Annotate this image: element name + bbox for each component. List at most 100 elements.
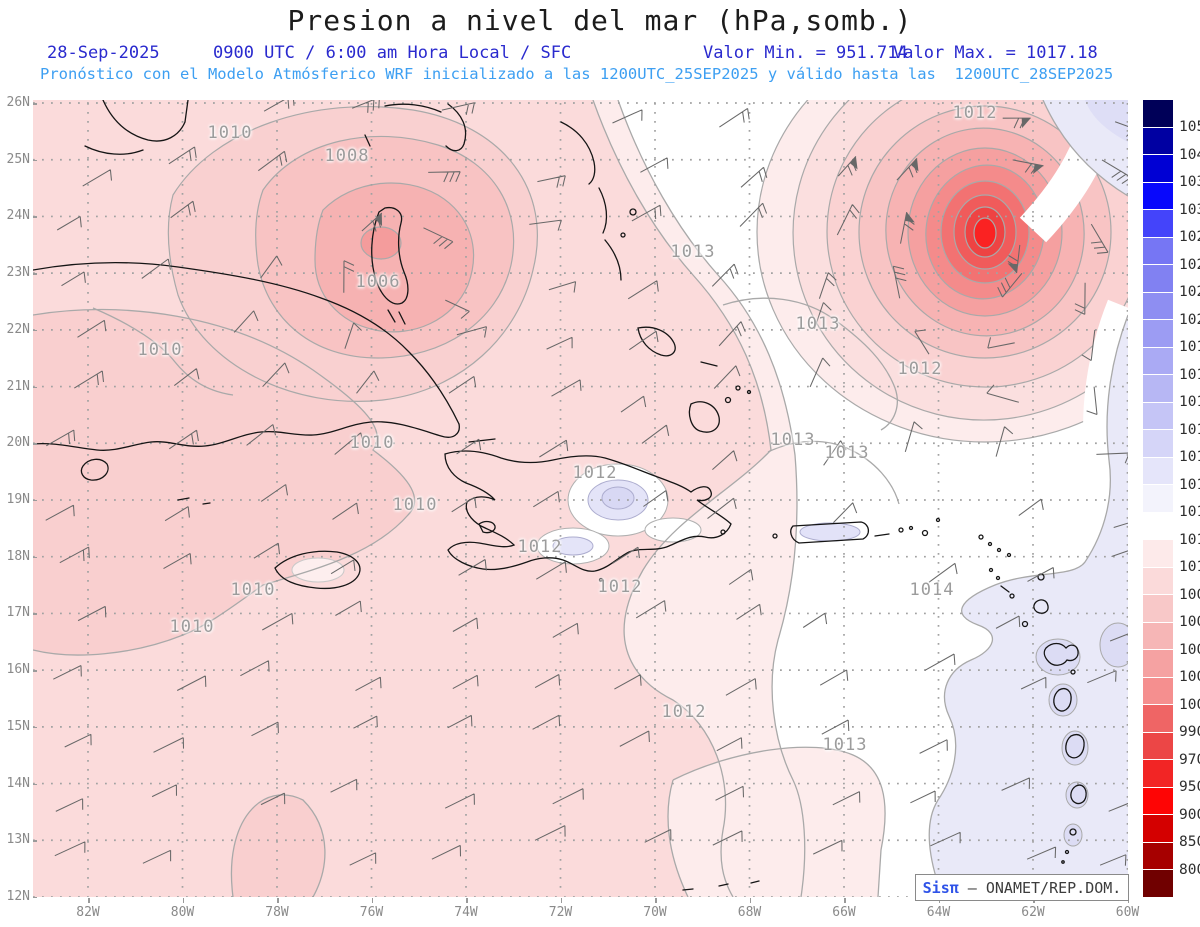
coast-bimini: [364, 134, 371, 147]
value-min-label: Valor Min. = 951.714: [703, 43, 908, 63]
coast-vieques: [874, 533, 890, 537]
colorbar-tick-label: 1014: [1179, 476, 1200, 493]
colorbar-tick-label: 850: [1179, 834, 1200, 851]
colorbar-block: [1143, 814, 1173, 842]
hurricane-eye: [973, 217, 997, 249]
isobar-label: 1014: [909, 580, 955, 600]
coast-eleuthera: [560, 121, 596, 185]
isobar-label: 1013: [670, 242, 716, 262]
coast-puerto-rico: [790, 521, 870, 544]
colorbar-tick-label: 1012: [1179, 531, 1200, 548]
lat-tick-label: 19N: [0, 492, 37, 508]
coast-andros: [371, 206, 409, 305]
fill-pink-tongue: [231, 794, 325, 897]
colorbar-tick-label: 1040: [1179, 146, 1200, 163]
hurricane-rings: [756, 100, 1128, 443]
colorbar-block: [1143, 621, 1173, 650]
valid-time: 0900 UTC / 6:00 am Hora Local / SFC: [213, 43, 572, 63]
colorbar-block: [1143, 374, 1173, 402]
colorbar-block: [1143, 264, 1173, 292]
isobar-label: 1013: [795, 314, 841, 334]
isobar-lines: [33, 100, 1128, 897]
colorbar-tick-label: 1006: [1179, 614, 1200, 631]
attribution-text: – ONAMET/REP.DOM.: [958, 878, 1122, 897]
colorbar-tick-label: 1015: [1179, 449, 1200, 466]
isobar-label: 1006: [355, 272, 401, 292]
isobar-label: 1010: [230, 580, 276, 600]
lat-tick-label: 18N: [0, 549, 37, 565]
isobar-label: 1012: [952, 103, 998, 123]
value-max-label: Valor Max. = 1017.18: [893, 43, 1098, 63]
lon-tick-label: 76W: [350, 898, 394, 920]
colorbar-tick-label: 1008: [1179, 586, 1200, 603]
colorbar-tick-label: 1017: [1179, 394, 1200, 411]
colorbar-tick-label: 1022: [1179, 284, 1200, 301]
colorbar-tick-label: 1016: [1179, 421, 1200, 438]
colorbar-block: [1143, 649, 1173, 677]
coast-great-inagua: [688, 401, 720, 433]
colorbar-block: [1143, 539, 1173, 567]
colorbar-block: [1143, 676, 1173, 705]
colorbar-tick-label: 990: [1179, 724, 1200, 741]
colorbar-block: [1143, 594, 1173, 622]
lon-tick-label: 60W: [1106, 898, 1150, 920]
colorbar-block: [1143, 429, 1173, 457]
isobar-label: 1013: [770, 430, 816, 450]
colorbar-tick-label: 1028: [1179, 229, 1200, 246]
isobar-label: 1010: [207, 123, 253, 143]
lat-tick-label: 21N: [0, 379, 37, 395]
colorbar-block: [1143, 456, 1173, 485]
colorbar-tick-label: 1010: [1179, 559, 1200, 576]
colorbar-block: [1143, 181, 1173, 210]
coast-gonave: [478, 520, 496, 534]
colorbar-tick-label: 1025: [1179, 256, 1200, 273]
colorbar-tick-label: 1050: [1179, 119, 1200, 136]
coast-abc-islands: [682, 880, 760, 891]
isobar-label: 1010: [137, 340, 183, 360]
lon-tick-label: 64W: [917, 898, 961, 920]
lon-tick-label: 80W: [161, 898, 205, 920]
coast-jamaica: [274, 550, 361, 590]
colorbar-tick-label: 1030: [1179, 201, 1200, 218]
lon-tick-label: 66W: [822, 898, 866, 920]
lon-tick-label: 68W: [728, 898, 772, 920]
coastlines: [33, 100, 1087, 892]
colorbar-block: [1143, 511, 1173, 540]
colorbar: [1143, 100, 1173, 897]
lon-tick-label: 82W: [66, 898, 110, 920]
coast-cat-island: [598, 187, 608, 234]
colorbar-block: [1143, 731, 1173, 760]
colorbar-block: [1143, 786, 1173, 815]
bahamas-1006-loop: [314, 182, 475, 333]
colorbar-tick-label: 1000: [1179, 696, 1200, 713]
colorbar-block: [1143, 100, 1173, 127]
isobar-label: 1010: [349, 433, 395, 453]
colorbar-block: [1143, 759, 1173, 787]
coast-grand-bahama: [384, 103, 442, 113]
bahamas-1004-core: [360, 226, 402, 260]
colorbar-tick-label: 900: [1179, 806, 1200, 823]
colorbar-block: [1143, 291, 1173, 320]
colorbar-block: [1143, 566, 1173, 595]
colorbar-block: [1143, 869, 1173, 897]
colorbar-tick-label: 970: [1179, 751, 1200, 768]
colorbar-tick-label: 1019: [1179, 339, 1200, 356]
lat-tick-label: 25N: [0, 152, 37, 168]
colorbar-block: [1143, 319, 1173, 347]
page-title: Presion a nivel del mar (hPa,somb.): [287, 4, 913, 37]
colorbar-tick-label: 800: [1179, 861, 1200, 878]
lat-tick-label: 17N: [0, 605, 37, 621]
colorbar-tick-label: 1018: [1179, 366, 1200, 383]
lat-tick-label: 23N: [0, 265, 37, 281]
colorbar-block: [1143, 841, 1173, 870]
wind-barbs: [45, 100, 1128, 866]
attribution-box: Sisπ – ONAMET/REP.DOM.: [915, 874, 1129, 901]
colorbar-block: [1143, 484, 1173, 512]
lat-tick-label: 13N: [0, 832, 37, 848]
colorbar-tick-label: 1004: [1179, 641, 1200, 658]
colorbar-block: [1143, 236, 1173, 265]
isobar-label: 1010: [169, 617, 215, 637]
lon-tick-label: 78W: [255, 898, 299, 920]
isobar-label: 1010: [392, 495, 438, 515]
